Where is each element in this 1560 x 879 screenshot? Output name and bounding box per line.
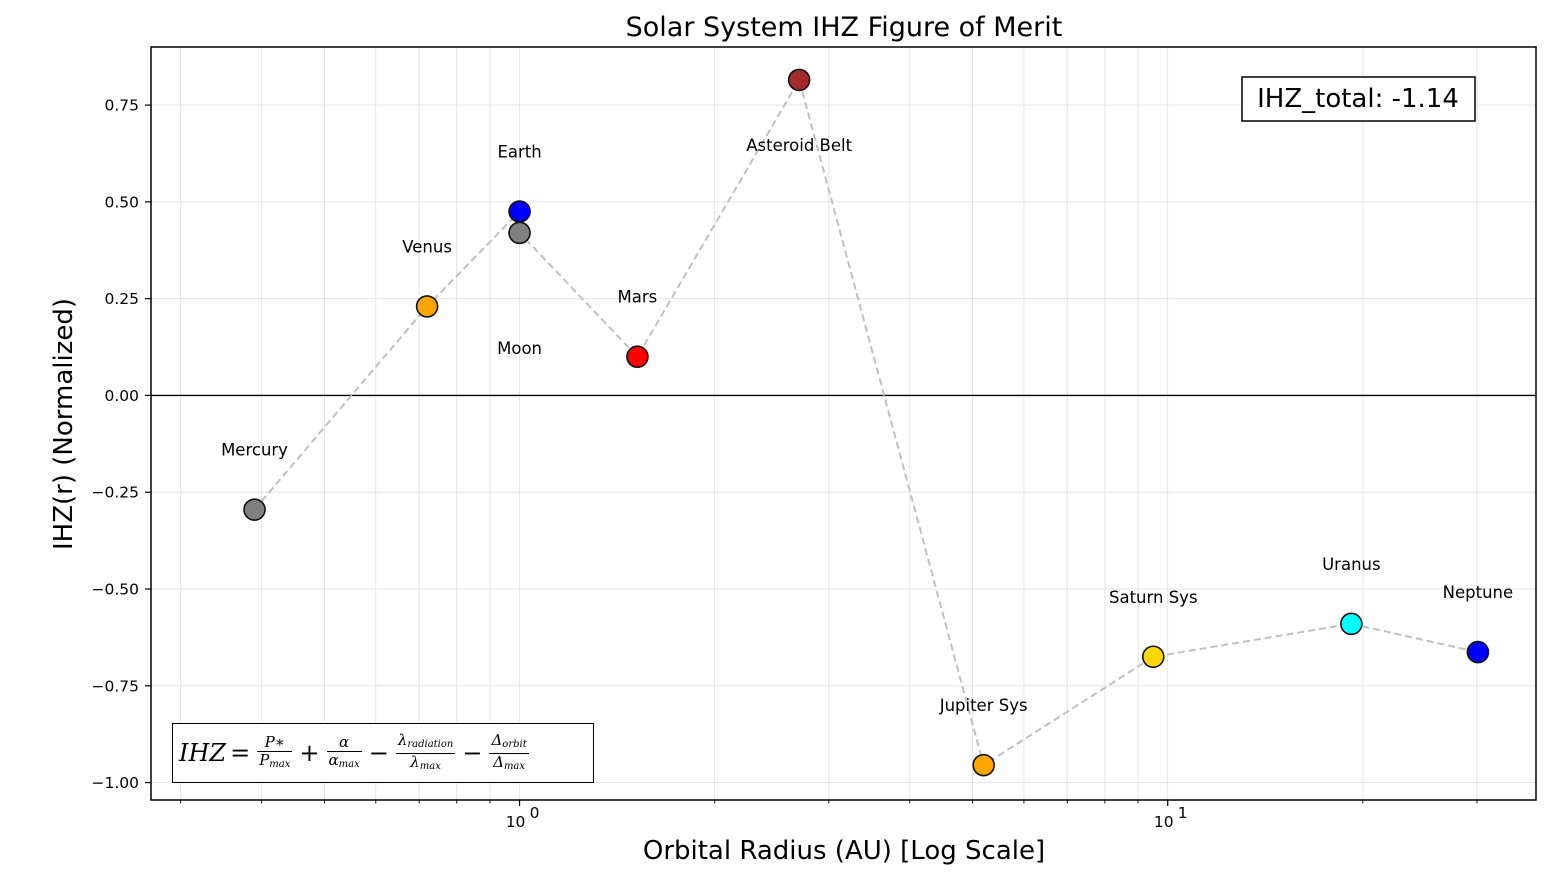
t4-num: Δ [491,730,503,749]
chart-title: Solar System IHZ Figure of Merit [626,12,1063,43]
y-axis-ticks: 0.75 0.50 0.25 0.00 −0.25 −0.50 −0.75 −1.00 [92,97,151,792]
formula-term-pressure: P∗ Pmax [257,732,293,773]
formula-equals: = [230,739,251,767]
y-tick-label: −0.25 [92,484,140,502]
x-axis-ticks: 10 0 10 1 [180,800,1478,831]
point-labels: Mercury Venus Earth Moon Mars Asteroid Belt Ju… [221,136,1513,715]
formula-op-1: + [299,739,320,767]
label-uranus: Uranus [1322,555,1380,574]
formula-op-2: − [368,739,389,767]
connecting-line [253,77,1479,767]
x-tick-exponent: 0 [530,804,540,822]
point-neptune [1466,640,1490,664]
plot-frame [150,46,1537,801]
y-tick-label: −0.75 [92,677,140,695]
data-points [243,68,1490,777]
label-saturn-sys: Saturn Sys [1109,588,1198,607]
y-tick-label: 0.25 [104,290,139,308]
formula-lhs: IHZ [179,739,227,767]
point-uranus [1340,612,1363,636]
label-mercury: Mercury [221,441,288,460]
formula-term-albedo: α αmax [326,732,362,773]
point-moon [508,221,531,245]
label-moon: Moon [497,339,542,358]
label-jupiter-sys: Jupiter Sys [939,696,1028,715]
t4-den: Δ [493,752,504,771]
t3-den-sub: max [419,760,441,772]
label-mars: Mars [618,288,658,307]
x-tick-exponent: 1 [1178,804,1188,822]
label-venus: Venus [402,237,452,256]
y-tick-label: −1.00 [92,774,140,792]
point-venus [415,295,439,318]
y-tick-label: 0.75 [104,97,139,115]
x-axis-label: Orbital Radius (AU) [Log Scale] [643,836,1045,866]
point-jupiter-sys [972,753,995,777]
total-label: IHZ_total: -1.14 [1257,84,1459,114]
t4-den-sub: max [503,760,526,772]
t3-num: λ [397,730,408,749]
y-axis-label: IHZ(r) (Normalized) [49,298,79,550]
y-tick-label: 0.00 [104,387,139,405]
label-earth: Earth [497,143,541,162]
y-tick-label: 0.50 [104,193,139,211]
t3-den: λ [410,752,420,771]
point-asteroid-belt [787,68,811,92]
t1-den: P [259,750,270,769]
t2-den-sub: max [338,758,360,770]
formula-term-radiation: λradiation λmax [395,730,456,775]
series-line [253,77,1479,767]
t4-num-sub: orbit [502,738,527,750]
formula-op-3: − [462,739,483,767]
y-tick-label: −0.50 [92,581,140,599]
point-saturn-sys [1141,645,1165,669]
t2-num: α [339,732,350,751]
label-neptune: Neptune [1443,583,1514,602]
t3-num-sub: radiation [407,738,454,750]
t1-den-sub: max [269,758,291,770]
total-box: IHZ_total: -1.14 [1241,76,1476,122]
t1-num: P∗ [264,732,285,751]
grid [151,47,1536,800]
x-tick-label: 10 [506,813,526,831]
point-mercury [243,498,266,521]
x-tick-label: 10 [1154,813,1174,831]
formula-term-orbit: Δorbit Δmax [489,730,529,775]
label-asteroid-belt: Asteroid Belt [746,136,852,155]
t2-den: α [328,750,339,769]
point-mars [626,345,649,369]
point-earth [508,200,531,223]
formula-box: IHZ = P∗ Pmax + α αmax − λradiation λmax… [172,723,594,783]
